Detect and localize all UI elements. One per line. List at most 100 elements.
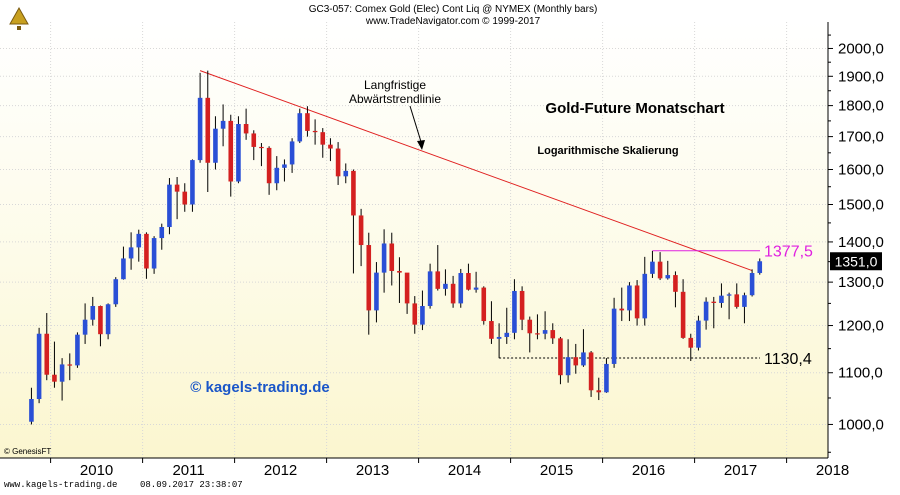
candle-body (274, 167, 280, 184)
candle-body (665, 275, 671, 279)
candle-body (358, 215, 364, 246)
y-axis: 2000,0 1900,0 1800,0 1700,0 1600,0 1500,0 1400… (828, 34, 884, 453)
candle-body (519, 290, 525, 320)
trade-navigator-logo (9, 6, 29, 30)
candle-body (696, 320, 701, 348)
candle-body (542, 330, 548, 334)
candle-body (742, 295, 747, 307)
grid-layer (0, 22, 828, 458)
candle-body (220, 120, 226, 129)
candle-body (489, 321, 494, 339)
candle-body (105, 304, 111, 335)
y-tick-label: 1500,0 (838, 197, 884, 214)
candle-body (481, 287, 487, 322)
candle-body (619, 308, 625, 311)
candle-body (703, 301, 709, 321)
candle-body (190, 160, 195, 205)
candle-body (351, 170, 356, 216)
candle-body (412, 303, 418, 325)
candle-body (473, 287, 479, 290)
candle-body (289, 141, 295, 165)
candle-body (657, 261, 663, 279)
x-tick-label: 2016 (632, 462, 665, 479)
candle-body (366, 245, 372, 311)
x-tick-label: 2014 (448, 462, 481, 479)
candle-body (205, 97, 211, 163)
candle-body (305, 113, 310, 131)
candle-body (443, 283, 448, 289)
candle-body (36, 333, 42, 400)
candle-body (144, 233, 149, 269)
candle-body (297, 113, 303, 142)
y-tick-label: 1200,0 (838, 318, 884, 335)
candle-body (197, 97, 203, 161)
candle-body (213, 128, 218, 163)
candle-body (159, 227, 165, 239)
header-line2: www.TradeNavigator.com © 1999-2017 (365, 16, 541, 27)
watermark-text: © kagels-trading.de (190, 379, 329, 396)
candle-body (44, 333, 50, 375)
last-price-label: 1351,0 (835, 253, 878, 269)
candle-body (90, 306, 96, 320)
chart-title: Gold-Future Monatschart (545, 100, 724, 117)
candle-body (420, 306, 425, 325)
x-tick-label: 2017 (724, 462, 757, 479)
candle-body (435, 271, 441, 289)
trendline-label: Langfristige Abwärtstrendlinie (349, 78, 441, 106)
candle-body (573, 357, 579, 366)
candle-body (82, 319, 88, 335)
footer-bar (0, 476, 900, 490)
x-tick-label: 2012 (264, 462, 297, 479)
candle-body (680, 291, 686, 338)
candle-body (121, 258, 126, 280)
candle-body (59, 364, 65, 382)
y-tick-label: 1100,0 (838, 365, 883, 382)
candle-body (228, 120, 234, 182)
x-axis: 2010 2011 2012 2013 2014 2015 2016 2017 2018 (50, 458, 849, 479)
y-tick-label: 1300,0 (838, 274, 884, 291)
footer-timestamp: 08.09.2017 23:38:07 (140, 480, 243, 490)
x-tick-label: 2011 (172, 462, 204, 479)
last-price-box: 1351,0 (830, 252, 882, 271)
candle-body (381, 243, 387, 273)
candle-body (128, 247, 134, 259)
y-tick-label: 1900,0 (838, 68, 884, 85)
candle-body (397, 270, 402, 273)
candle-body (634, 285, 640, 319)
candle-body (565, 357, 571, 376)
candle-body (335, 148, 341, 177)
candle-body (266, 147, 272, 184)
candle-body (611, 308, 617, 364)
candle-body (596, 390, 602, 393)
candle-body (650, 261, 655, 274)
candle-body (29, 399, 34, 422)
candle-body (726, 294, 732, 296)
candle-layer (29, 70, 763, 425)
candle-body (550, 330, 556, 339)
candle-body (343, 170, 349, 177)
y-tick-label: 2000,0 (838, 40, 884, 57)
candle-body (98, 306, 103, 335)
candle-body (167, 184, 172, 228)
footer-site: www.kagels-trading.de (4, 480, 117, 490)
trend-layer (199, 70, 753, 272)
candle-body (535, 333, 540, 335)
trendline-arrow-head (417, 140, 425, 150)
y-tick-label: 1700,0 (838, 129, 884, 146)
candle-body (688, 337, 694, 348)
candle-body (711, 301, 717, 303)
candle-body (243, 124, 249, 134)
candle-body (389, 243, 395, 271)
candle-body (67, 364, 73, 366)
y-tick-label: 1000,0 (838, 416, 884, 433)
candle-body (642, 273, 648, 319)
level-label: 1130,4 (764, 351, 812, 368)
candle-body (558, 338, 563, 376)
trendline-arrow-shaft (409, 105, 423, 146)
candle-body (719, 295, 724, 303)
candle-body (259, 146, 264, 149)
candle-body (749, 273, 755, 296)
chart-subtitle: Logarithmische Skalierung (537, 145, 678, 157)
candle-body (627, 285, 632, 311)
source-credit: © GenesisFT (4, 447, 51, 456)
